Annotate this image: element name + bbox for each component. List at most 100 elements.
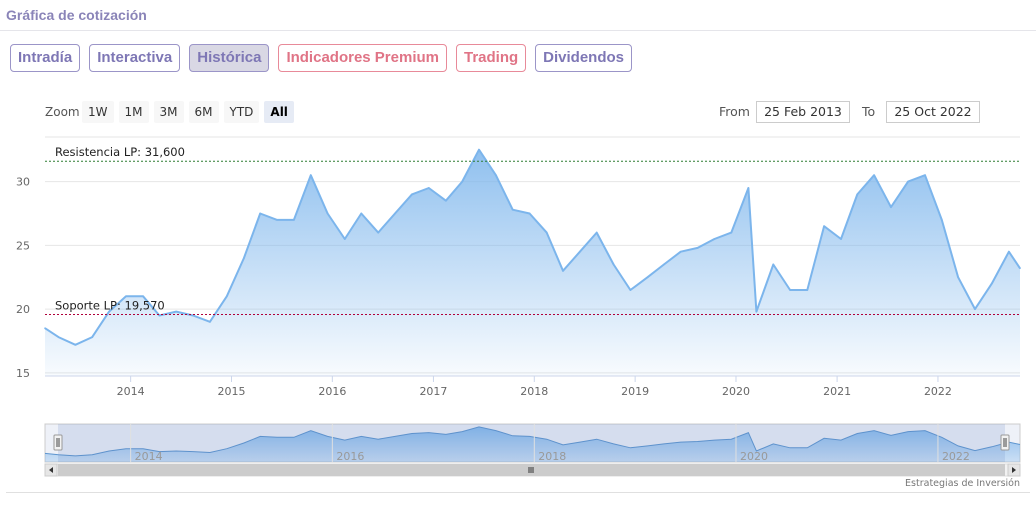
- price-point: [629, 289, 632, 291]
- price-point: [57, 336, 60, 338]
- price-point: [856, 193, 859, 196]
- price-point: [209, 321, 211, 323]
- price-point: [890, 206, 892, 208]
- x-tick-label: 2016: [318, 385, 346, 398]
- price-point: [730, 231, 733, 234]
- price-point: [427, 187, 430, 189]
- price-point: [579, 250, 581, 253]
- to-label: To: [862, 104, 876, 119]
- price-point: [158, 314, 161, 317]
- tab-trading[interactable]: Trading: [456, 44, 527, 72]
- navigator-selection-mask: [58, 424, 1005, 462]
- chart-credits: Estrategias de Inversión: [905, 478, 1020, 489]
- price-point: [974, 308, 976, 310]
- zoom-label: Zoom: [45, 105, 80, 119]
- price-point: [259, 212, 262, 215]
- price-point: [806, 289, 809, 291]
- navigator-background: [44, 423, 1021, 463]
- zoom-6m-button[interactable]: 6M: [188, 101, 219, 123]
- zoom-1w-button[interactable]: 1W: [82, 101, 114, 123]
- y-tick-label: 20: [16, 303, 30, 316]
- price-point: [411, 193, 413, 196]
- y-tick-label: 30: [16, 176, 30, 189]
- zoom-1m-button[interactable]: 1M: [118, 101, 149, 123]
- price-point: [924, 174, 926, 177]
- price-point: [1008, 250, 1010, 253]
- price-point: [44, 327, 46, 330]
- support-label: Soporte LP: 19,570: [55, 299, 165, 313]
- zoom-all-button[interactable]: All: [264, 101, 294, 123]
- price-point: [91, 336, 94, 338]
- zoom-3m-button[interactable]: 3M: [153, 101, 184, 123]
- price-point: [74, 343, 77, 346]
- price-point: [562, 270, 564, 272]
- price-point: [360, 212, 363, 215]
- price-point: [755, 310, 758, 313]
- x-tick-label: 2015: [217, 385, 245, 398]
- price-point: [108, 310, 110, 313]
- price-point: [957, 276, 959, 279]
- zoom-ytd-button[interactable]: YTD: [223, 101, 260, 123]
- bottom-divider: [6, 492, 1030, 493]
- price-point: [1019, 267, 1021, 270]
- price-point: [747, 187, 750, 189]
- price-point: [445, 199, 447, 202]
- price-point: [175, 310, 178, 313]
- price-point: [823, 225, 825, 228]
- to-date-input[interactable]: 25 Oct 2022: [886, 101, 980, 123]
- navigator-tick-label: 2018: [538, 450, 566, 463]
- chart-tabs: Intradía Interactiva Histórica Indicador…: [10, 44, 633, 72]
- resistance-label: Resistencia LP: 31,600: [55, 145, 185, 159]
- scroll-right-arrow-icon: [1012, 467, 1016, 473]
- price-line: [44, 148, 1021, 346]
- navigator-line: [44, 426, 1021, 457]
- price-point: [293, 219, 295, 221]
- price-point: [142, 295, 144, 298]
- x-tick-label: 2020: [722, 385, 750, 398]
- price-point: [377, 231, 379, 234]
- price-point: [663, 263, 665, 266]
- navigator-left-handle: [53, 434, 63, 451]
- scroll-left-button: [44, 463, 58, 477]
- y-tick-label: 25: [16, 239, 30, 252]
- price-point: [243, 257, 245, 259]
- tab-historica[interactable]: Histórica: [189, 44, 270, 72]
- navigator-area: [45, 426, 1020, 462]
- price-point: [125, 295, 127, 298]
- price-point: [461, 180, 463, 183]
- price-point: [511, 208, 514, 211]
- x-tick-label: 2021: [823, 385, 851, 398]
- tab-indicadores-premium[interactable]: Indicadores Premium: [278, 44, 447, 72]
- price-point: [276, 219, 278, 221]
- tab-dividendos[interactable]: Dividendos: [535, 44, 633, 72]
- scrollbar-thumb: [58, 464, 1005, 476]
- navigator-tick-label: 2020: [740, 450, 768, 463]
- page-title: Gráfica de cotización: [6, 7, 147, 23]
- tab-intradia[interactable]: Intradía: [10, 44, 81, 72]
- x-tick-label: 2017: [419, 385, 447, 398]
- scroll-right-button: [1007, 463, 1021, 477]
- price-point: [612, 263, 615, 266]
- price-point: [595, 231, 598, 234]
- price-point: [478, 148, 480, 151]
- price-point: [840, 238, 842, 240]
- navigator-tick-label: 2016: [336, 450, 364, 463]
- from-date-input[interactable]: 25 Feb 2013: [756, 101, 850, 123]
- price-point: [679, 250, 682, 253]
- x-tick-label: 2014: [117, 385, 145, 398]
- title-divider: [0, 30, 1036, 31]
- navigator-tick-label: 2014: [135, 450, 163, 463]
- price-point: [646, 276, 649, 279]
- scrollbar-track: [44, 463, 1021, 477]
- scroll-left-arrow-icon: [49, 467, 53, 473]
- x-tick-label: 2018: [520, 385, 548, 398]
- price-point: [991, 282, 993, 285]
- from-label: From: [719, 104, 750, 119]
- price-point: [545, 231, 548, 234]
- x-tick-label: 2022: [924, 385, 952, 398]
- price-point: [225, 295, 228, 298]
- tab-interactiva[interactable]: Interactiva: [89, 44, 181, 72]
- price-point: [495, 174, 497, 177]
- x-tick-label: 2019: [621, 385, 649, 398]
